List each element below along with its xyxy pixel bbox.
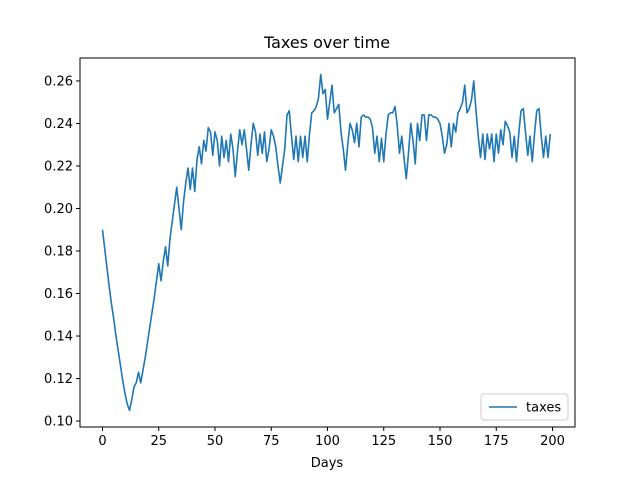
series-line-taxes xyxy=(101,73,552,412)
x-axis-label: Days xyxy=(311,456,344,471)
x-tick-label: 150 xyxy=(428,434,453,449)
x-tick-label: 0 xyxy=(98,434,106,449)
y-tick-label: 0.16 xyxy=(44,287,73,302)
chart-title: Taxes over time xyxy=(263,33,390,52)
x-tick-label: 50 xyxy=(207,434,224,449)
y-tick-label: 0.10 xyxy=(44,415,73,430)
legend-box xyxy=(480,393,569,421)
y-tick-label: 0.20 xyxy=(44,202,73,217)
y-tick-label: 0.22 xyxy=(44,159,73,174)
y-tick-label: 0.26 xyxy=(44,74,73,89)
legend-label-taxes: taxes xyxy=(526,401,561,416)
x-tick-label: 100 xyxy=(315,434,340,449)
x-tick-label: 125 xyxy=(371,434,396,449)
x-tick-label: 175 xyxy=(484,434,509,449)
plot-area xyxy=(101,73,552,412)
y-tick-label: 0.12 xyxy=(44,372,73,387)
legend: taxes xyxy=(480,393,569,421)
x-tick-label: 25 xyxy=(150,434,167,449)
x-tick-label: 200 xyxy=(540,434,565,449)
y-axis: 0.10 0.12 0.14 0.16 0.18 0.20 0.22 0.24 0.26 xyxy=(44,74,80,430)
y-tick-label: 0.18 xyxy=(44,245,73,260)
x-axis: 0 25 50 75 100 125 150 175 200 xyxy=(98,427,565,449)
y-tick-label: 0.14 xyxy=(44,330,73,345)
y-tick-label: 0.24 xyxy=(44,117,73,132)
x-tick-label: 75 xyxy=(263,434,280,449)
